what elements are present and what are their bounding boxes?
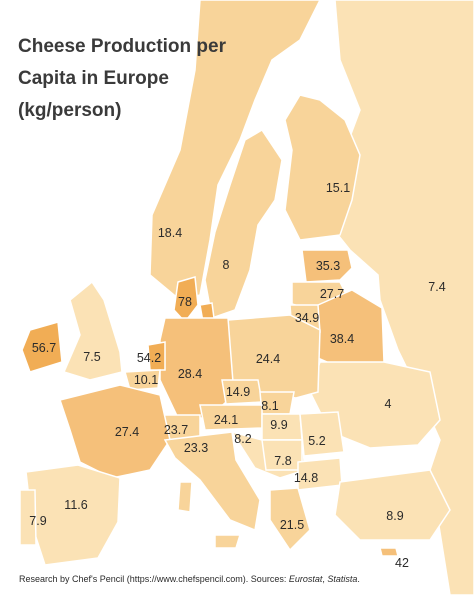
value-label-bulgaria: 14.8: [293, 471, 319, 485]
russia-shape: [329, 0, 474, 595]
sardinia-shape: [177, 481, 193, 513]
value-label-slovakia: 8.1: [261, 399, 279, 413]
footer-credit: Research by Chef's Pencil (https://www.c…: [19, 574, 289, 584]
greece-shape: [269, 487, 311, 552]
source-footer: Research by Chef's Pencil (https://www.c…: [19, 574, 459, 584]
value-label-kaliningrad: 34.9: [294, 311, 320, 325]
value-label-italy: 23.3: [183, 441, 209, 455]
value-label-france: 27.4: [114, 425, 140, 439]
value-label-poland: 24.4: [255, 352, 281, 366]
value-label-greece: 21.5: [279, 518, 305, 532]
ukraine-shape: [309, 361, 441, 449]
sicily-shape: [214, 534, 242, 549]
uk-shape: [62, 280, 123, 381]
value-label-finland: 15.1: [325, 181, 351, 195]
footer-end: .: [357, 574, 360, 584]
title-line-1: Cheese Production per: [18, 36, 226, 57]
footer-source-eurostat: Eurostat: [288, 574, 323, 584]
value-label-romania: 5.2: [308, 434, 326, 448]
value-label-belgium: 10.1: [133, 373, 159, 387]
norway-shape: [149, 0, 321, 301]
ireland-shape: [21, 321, 63, 373]
portugal-shape: [19, 489, 37, 546]
latvia-shape: [301, 249, 353, 283]
turkey-shape: [334, 469, 451, 541]
belgium-shape: [124, 369, 161, 391]
value-label-switzerland: 23.7: [163, 423, 189, 437]
denmark-shape: [173, 276, 199, 324]
italy-shape: [163, 431, 261, 532]
france-shape: [59, 384, 171, 479]
value-label-sweden: 8: [222, 258, 230, 272]
value-label-russia: 7.4: [428, 280, 446, 294]
value-label-ukraine: 4: [384, 397, 392, 411]
value-label-austria: 24.1: [213, 413, 239, 427]
value-label-netherlands: 54.2: [136, 351, 162, 365]
value-label-ireland: 56.7: [31, 341, 57, 355]
value-label-denmark: 78: [178, 295, 192, 309]
value-label-czechia: 14.9: [225, 385, 251, 399]
sweden-shape: [204, 128, 283, 319]
value-label-norway: 18.4: [157, 226, 183, 240]
value-label-latvia: 35.3: [315, 259, 341, 273]
value-label-belarus: 38.4: [329, 332, 355, 346]
finland-shape: [284, 94, 361, 241]
value-label-portugal: 7.9: [29, 514, 47, 528]
value-label-serbia: 7.8: [274, 454, 292, 468]
value-label-lithuania: 27.7: [319, 287, 345, 301]
footer-source-statista: Statista: [327, 574, 358, 584]
value-label-cyprus: 42: [395, 556, 409, 570]
value-label-spain: 11.6: [64, 498, 88, 512]
map-title: Cheese Production per Capita in Europe (…: [18, 31, 248, 127]
netherlands-shape: [147, 341, 166, 371]
value-label-hungary: 9.9: [270, 418, 288, 432]
value-label-croatia: 8.2: [234, 432, 252, 446]
cyprus-shape: [379, 547, 399, 557]
value-label-turkey: 8.9: [386, 509, 404, 523]
value-label-uk: 7.5: [83, 350, 101, 364]
title-line-3: (kg/person): [18, 100, 122, 121]
title-line-2: Capita in Europe: [18, 68, 169, 89]
value-label-germany: 28.4: [177, 367, 203, 381]
footer-sep: ,: [322, 574, 328, 584]
